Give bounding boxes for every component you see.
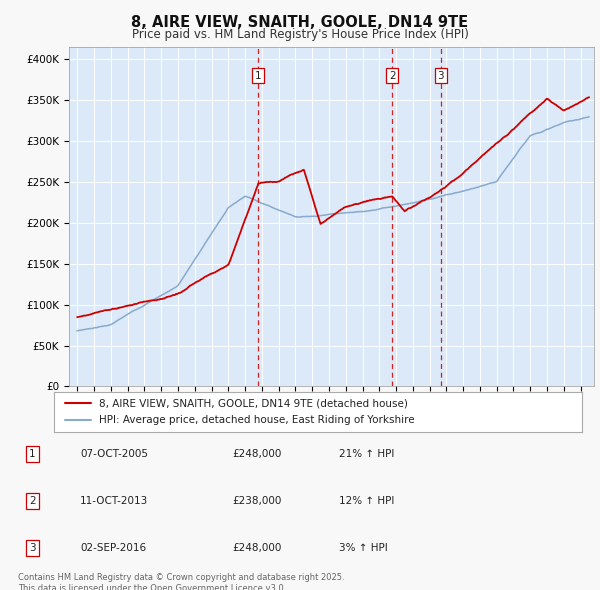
Text: 3: 3	[437, 71, 444, 81]
Text: £238,000: £238,000	[232, 496, 281, 506]
Text: 3% ↑ HPI: 3% ↑ HPI	[340, 543, 388, 553]
Text: 8, AIRE VIEW, SNAITH, GOOLE, DN14 9TE: 8, AIRE VIEW, SNAITH, GOOLE, DN14 9TE	[131, 15, 469, 30]
Text: 02-SEP-2016: 02-SEP-2016	[80, 543, 146, 553]
Text: £248,000: £248,000	[232, 543, 281, 553]
Text: 1: 1	[255, 71, 262, 81]
Text: 21% ↑ HPI: 21% ↑ HPI	[340, 449, 395, 458]
Text: £248,000: £248,000	[232, 449, 281, 458]
Text: 3: 3	[29, 543, 35, 553]
Text: HPI: Average price, detached house, East Riding of Yorkshire: HPI: Average price, detached house, East…	[99, 415, 415, 425]
Text: 2: 2	[29, 496, 35, 506]
Text: 11-OCT-2013: 11-OCT-2013	[80, 496, 148, 506]
Text: 12% ↑ HPI: 12% ↑ HPI	[340, 496, 395, 506]
Text: Price paid vs. HM Land Registry's House Price Index (HPI): Price paid vs. HM Land Registry's House …	[131, 28, 469, 41]
Text: 07-OCT-2005: 07-OCT-2005	[80, 449, 148, 458]
Text: 2: 2	[389, 71, 395, 81]
Text: 1: 1	[29, 449, 35, 458]
Text: 8, AIRE VIEW, SNAITH, GOOLE, DN14 9TE (detached house): 8, AIRE VIEW, SNAITH, GOOLE, DN14 9TE (d…	[99, 398, 408, 408]
Text: Contains HM Land Registry data © Crown copyright and database right 2025.
This d: Contains HM Land Registry data © Crown c…	[18, 573, 344, 590]
